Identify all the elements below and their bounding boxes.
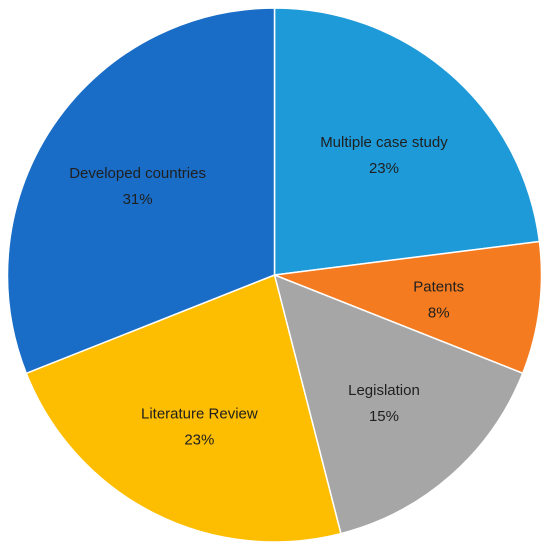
pie-slice-category-label: Literature Review [141, 405, 258, 422]
pie-slices [6, 7, 543, 543]
pie-slice-value-label: 23% [369, 160, 399, 177]
pie-slice-patents [274, 240, 543, 375]
pie-slice-value-label: 23% [184, 431, 214, 448]
pie-slice-value-label: 15% [369, 408, 399, 425]
pie-slice-category-label: Patents [413, 279, 464, 296]
pie-slice-category-label: Multiple case study [320, 134, 448, 151]
pie-slice-value-label: 8% [428, 305, 450, 322]
pie-slice-legislation [273, 273, 524, 535]
pie-slice-developed-countries [6, 7, 276, 375]
pie-slice-literature-review [25, 273, 342, 543]
pie-slice-category-label: Legislation [348, 382, 420, 399]
pie-labels: Multiple case study 23% Patents 8% Legislati… [69, 134, 464, 449]
pie-slice-category-label: Developed countries [69, 165, 206, 182]
pie-slice-value-label: 31% [123, 191, 153, 208]
pie-slice-multiple-case-study [273, 7, 541, 276]
